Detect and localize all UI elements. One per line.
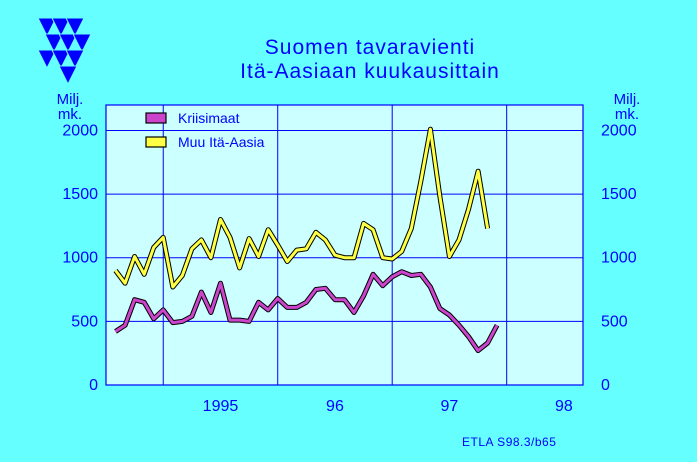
logo-triangle [51, 17, 71, 38]
x-tick-label: 98 [555, 398, 573, 415]
legend-swatch [145, 136, 167, 148]
logo-triangle [51, 49, 71, 70]
legend-swatch [145, 112, 167, 124]
y-tick-label-right: 0 [601, 377, 610, 394]
chart-title-line2: Itä-Aasiaan kuukausittain [240, 60, 500, 83]
logo-triangle [37, 17, 57, 38]
logo-triangle [44, 33, 64, 54]
logo-triangle [37, 49, 57, 70]
etla-logo-icon [37, 17, 92, 86]
x-tick-label: 96 [326, 398, 344, 415]
y-tick-label-left: 1500 [62, 186, 98, 203]
right-axis-unit-line2: mk. [614, 106, 640, 123]
y-tick-label-right: 1500 [601, 186, 637, 203]
logo-triangle [58, 33, 78, 54]
source-note: ETLA S98.3/b65 [462, 435, 557, 449]
logo-triangle [65, 49, 85, 70]
y-tick-label-right: 500 [601, 313, 628, 330]
y-tick-label-left: 0 [89, 377, 98, 394]
y-tick-label-left: 500 [71, 313, 98, 330]
plot-area [105, 104, 584, 386]
chart-title-line1: Suomen tavaravienti [264, 36, 476, 59]
right-axis-unit-line1: Milj. [613, 91, 641, 108]
left-axis-unit-line2: mk. [57, 106, 83, 123]
left-axis-unit-line1: Milj. [56, 91, 84, 108]
logo-triangle [65, 17, 85, 38]
y-tick-label-right: 2000 [601, 122, 637, 139]
right-axis-unit: Milj. mk. [597, 92, 657, 122]
logo-triangle [58, 65, 78, 86]
x-tick-label: 97 [441, 398, 459, 415]
y-tick-label-right: 1000 [601, 250, 637, 267]
series-line [114, 127, 490, 289]
x-tick-label: 1995 [203, 398, 239, 415]
legend-label: Kriisimaat [178, 110, 240, 126]
legend-label: Muu Itä-Aasia [178, 134, 265, 150]
y-tick-label-left: 2000 [62, 122, 98, 139]
left-axis-unit: Milj. mk. [40, 92, 100, 122]
logo-triangle [72, 33, 92, 54]
series-line [114, 270, 499, 353]
y-tick-label-left: 1000 [62, 250, 98, 267]
